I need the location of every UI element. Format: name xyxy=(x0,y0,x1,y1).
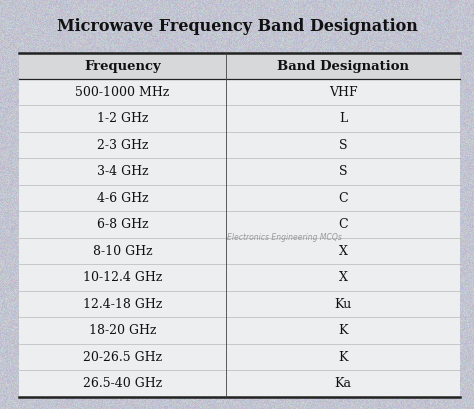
Text: 10-12.4 GHz: 10-12.4 GHz xyxy=(83,271,162,284)
Bar xyxy=(19,53,460,397)
Text: C: C xyxy=(338,218,348,231)
Text: 3-4 GHz: 3-4 GHz xyxy=(97,165,148,178)
Text: X: X xyxy=(338,271,347,284)
Text: 1-2 GHz: 1-2 GHz xyxy=(97,112,148,125)
Bar xyxy=(19,53,460,79)
Text: 8-10 GHz: 8-10 GHz xyxy=(93,245,152,258)
Text: 20-26.5 GHz: 20-26.5 GHz xyxy=(83,351,162,364)
Text: Ku: Ku xyxy=(334,298,352,310)
Text: Band Designation: Band Designation xyxy=(277,60,409,72)
Text: K: K xyxy=(338,324,348,337)
Text: C: C xyxy=(338,192,348,204)
Text: VHF: VHF xyxy=(328,86,357,99)
Text: Frequency: Frequency xyxy=(84,60,161,72)
Text: S: S xyxy=(339,139,347,152)
Text: 18-20 GHz: 18-20 GHz xyxy=(89,324,156,337)
Text: 6-8 GHz: 6-8 GHz xyxy=(97,218,148,231)
Text: Microwave Frequency Band Designation: Microwave Frequency Band Designation xyxy=(56,18,418,36)
Text: Electronics Engineering MCQs: Electronics Engineering MCQs xyxy=(227,233,342,242)
Text: Ka: Ka xyxy=(335,377,351,390)
Text: 2-3 GHz: 2-3 GHz xyxy=(97,139,148,152)
Text: 4-6 GHz: 4-6 GHz xyxy=(97,192,148,204)
Text: S: S xyxy=(339,165,347,178)
Text: 500-1000 MHz: 500-1000 MHz xyxy=(75,86,170,99)
Text: 12.4-18 GHz: 12.4-18 GHz xyxy=(83,298,162,310)
Text: 26.5-40 GHz: 26.5-40 GHz xyxy=(83,377,162,390)
Text: L: L xyxy=(339,112,347,125)
Text: K: K xyxy=(338,351,348,364)
Text: X: X xyxy=(338,245,347,258)
